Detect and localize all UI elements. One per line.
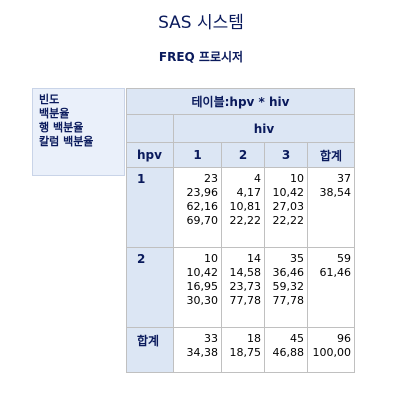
table-title: 테이블:hpv * hiv	[126, 88, 355, 115]
table-cell-grand-total: 96 100,00	[307, 327, 355, 373]
row-header: 2	[126, 247, 174, 328]
table-row: 2 10 10,42 16,95 30,30 14 14,58 23,73 77,78 35…	[126, 247, 355, 328]
table-row-total: 합계 33 34,38 18 18,75 45 46,88 96 100,00	[126, 327, 355, 373]
legend-percent: 백분율	[39, 107, 70, 120]
cell-contents-legend: 빈도 백분율 행 백분율 칼럼 백분율	[32, 88, 125, 176]
table-cell: 10 10,42 27,03 22,22	[264, 167, 308, 248]
col-header-total: 합계	[307, 142, 355, 168]
procedure-title: FREQ 프로시저	[158, 50, 244, 64]
row-header: 1	[126, 167, 174, 248]
table-cell-total: 37 38,54	[307, 167, 355, 248]
row-variable-header: hpv	[126, 142, 174, 168]
frequency-table: 테이블:hpv * hiv hiv hpv 1 2 3 합계 1 23 23,96…	[126, 88, 355, 373]
table-cell: 35 36,46 59,32 77,78	[264, 247, 308, 328]
table-cell: 23 23,96 62,16 69,70	[173, 167, 222, 248]
table-cell: 10 10,42 16,95 30,30	[173, 247, 222, 328]
table-cell: 18 18,75	[221, 327, 265, 373]
table-cell: 45 46,88	[264, 327, 308, 373]
table-cell: 4 4,17 10,81 22,22	[221, 167, 265, 248]
col-variable-header: hiv	[173, 114, 355, 143]
legend-col-percent: 칼럼 백분율	[39, 135, 94, 148]
row-header-total: 합계	[126, 327, 174, 373]
table-cell: 33 34,38	[173, 327, 222, 373]
col-header: 3	[264, 142, 308, 168]
col-header: 1	[173, 142, 222, 168]
legend-row-percent: 행 백분율	[39, 121, 84, 134]
table-row: 1 23 23,96 62,16 69,70 4 4,17 10,81 22,22 10 10…	[126, 167, 355, 248]
col-header: 2	[221, 142, 265, 168]
system-title: SAS 시스템	[158, 13, 244, 33]
table-cell: 14 14,58 23,73 77,78	[221, 247, 265, 328]
legend-frequency: 빈도	[39, 93, 60, 106]
corner-blank	[126, 114, 174, 143]
table-cell-total: 59 61,46	[307, 247, 355, 328]
